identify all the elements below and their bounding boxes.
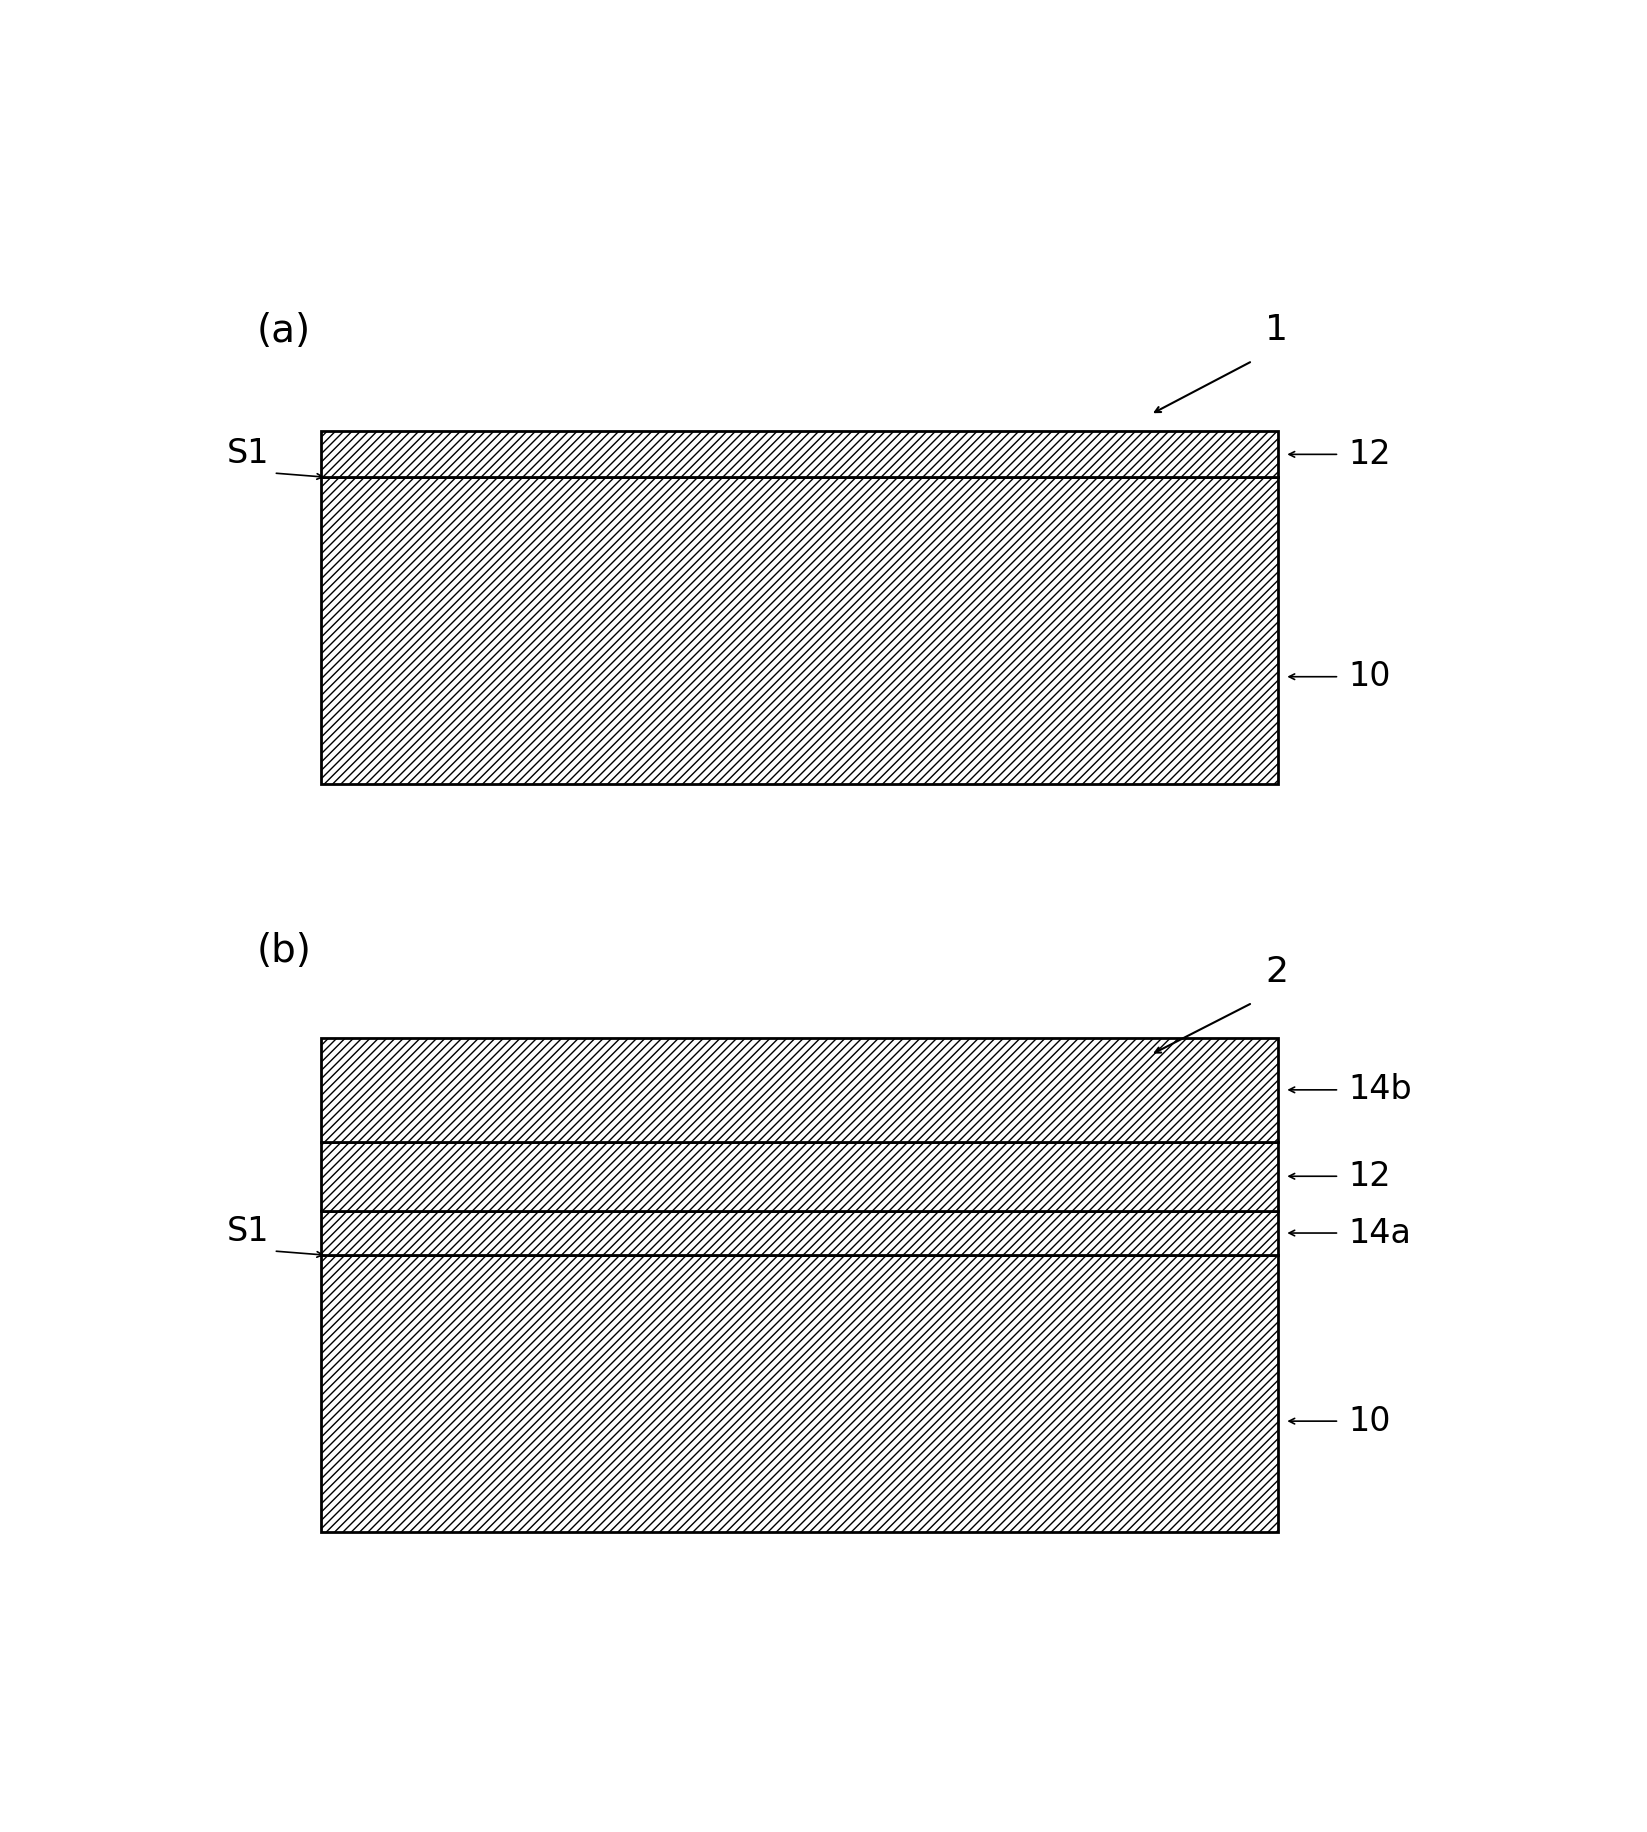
Text: 14b: 14b	[1349, 1074, 1411, 1107]
Bar	[321, 432, 1278, 478]
Text: S1: S1	[227, 438, 270, 471]
Bar	[321, 1141, 1278, 1211]
Text: 10: 10	[1349, 660, 1390, 692]
Bar	[321, 1039, 1278, 1141]
Text: (a): (a)	[257, 311, 311, 350]
Text: (b): (b)	[257, 932, 311, 971]
Text: 2: 2	[1265, 954, 1288, 989]
Text: 10: 10	[1349, 1405, 1390, 1438]
Bar	[321, 1255, 1278, 1532]
Bar	[321, 1211, 1278, 1255]
Text: 12: 12	[1349, 438, 1392, 471]
Text: S1: S1	[227, 1215, 270, 1248]
Text: 12: 12	[1349, 1160, 1392, 1193]
Text: 14a: 14a	[1349, 1216, 1411, 1249]
Text: 1: 1	[1265, 313, 1288, 346]
Bar	[321, 478, 1278, 784]
